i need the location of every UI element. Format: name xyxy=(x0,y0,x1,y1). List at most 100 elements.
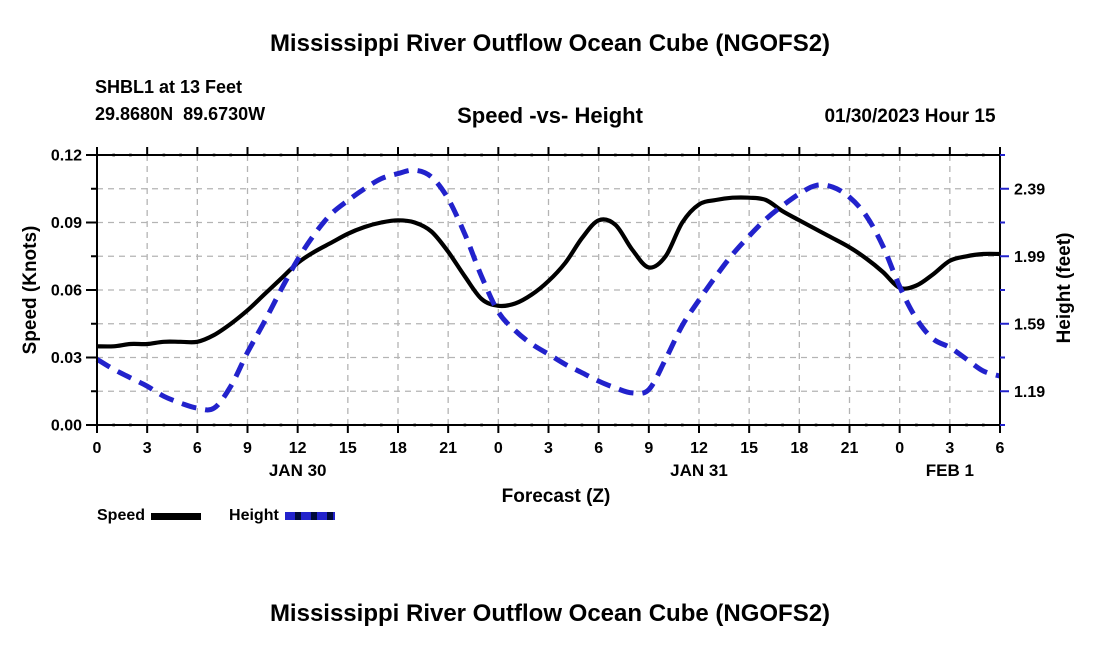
x-minor-tick-dot xyxy=(162,423,166,427)
x-minor-tick-dot xyxy=(831,153,835,157)
x-minor-tick-dot xyxy=(781,423,784,427)
right-axis-tick-label: 1.19 xyxy=(1014,384,1045,401)
x-axis-tick-label: 0 xyxy=(494,440,503,457)
station-name: SHBL1 at 13 Feet xyxy=(95,77,243,97)
x-axis-tick-label: 15 xyxy=(339,440,357,457)
x-minor-tick-dot xyxy=(279,423,283,427)
x-minor-tick-dot xyxy=(714,153,718,157)
x-minor-tick-dot xyxy=(530,153,534,157)
right-axis-tick-label: 2.39 xyxy=(1014,181,1045,198)
x-axis-tick-label: 15 xyxy=(740,440,758,457)
x-axis-title: Forecast (Z) xyxy=(502,486,611,507)
x-minor-tick-dot xyxy=(864,423,868,427)
right-axis-tick-label: 1.99 xyxy=(1014,249,1045,266)
x-minor-tick-dot xyxy=(881,153,885,157)
x-axis-tick-label: 18 xyxy=(389,440,407,457)
left-axis-tick-label: 0.06 xyxy=(51,283,82,300)
x-minor-tick-dot xyxy=(513,423,517,427)
x-minor-tick-dot xyxy=(129,423,132,427)
x-minor-tick-dot xyxy=(313,153,316,157)
x-minor-tick-dot xyxy=(279,153,283,157)
axes-and-ticks xyxy=(86,147,1009,433)
height-curve xyxy=(95,167,1001,413)
x-minor-tick-dot xyxy=(262,153,266,157)
x-minor-tick-dot xyxy=(363,423,366,427)
x-minor-tick-dot xyxy=(731,423,734,427)
station-coordinates: 29.8680N 89.6730W xyxy=(95,104,266,124)
x-minor-tick-dot xyxy=(563,153,567,157)
speed-curve xyxy=(96,195,1001,349)
x-minor-tick-dot xyxy=(981,423,985,427)
legend-label-speed: Speed xyxy=(97,507,146,524)
x-minor-tick-dot xyxy=(664,153,667,157)
x-minor-tick-dot xyxy=(563,423,567,427)
x-axis-tick-label: 9 xyxy=(243,440,252,457)
x-minor-tick-dot xyxy=(179,153,182,157)
x-minor-tick-dot xyxy=(881,423,885,427)
x-axis-tick-label: 21 xyxy=(841,440,859,457)
x-axis-tick-label: 6 xyxy=(996,440,1005,457)
x-minor-tick-dot xyxy=(915,423,918,427)
x-minor-tick-dot xyxy=(379,423,383,427)
forecast-datetime: 01/30/2023 Hour 15 xyxy=(824,106,996,127)
x-minor-tick-dot xyxy=(530,423,534,427)
left-axis-tick-label: 0.00 xyxy=(51,418,82,435)
x-minor-tick-dot xyxy=(363,153,366,157)
x-minor-tick-dot xyxy=(814,423,818,427)
day-label: JAN 30 xyxy=(269,461,327,480)
x-minor-tick-dot xyxy=(480,423,483,427)
day-label: JAN 31 xyxy=(670,461,728,480)
x-minor-tick-dot xyxy=(630,153,634,157)
x-minor-tick-dot xyxy=(329,153,333,157)
x-minor-tick-dot xyxy=(463,153,467,157)
left-axis-title: Speed (Knots) xyxy=(20,226,41,355)
x-minor-tick-dot xyxy=(480,153,483,157)
x-minor-tick-dot xyxy=(965,423,968,427)
right-axis-tick-label: 1.59 xyxy=(1014,316,1045,333)
x-axis-tick-label: 3 xyxy=(143,440,152,457)
x-minor-tick-dot xyxy=(112,153,116,157)
x-axis-tick-label: 21 xyxy=(439,440,457,457)
x-minor-tick-dot xyxy=(229,153,233,157)
right-axis-title: Height (feet) xyxy=(1054,233,1075,344)
x-axis-tick-label: 9 xyxy=(644,440,653,457)
x-axis-tick-label: 0 xyxy=(895,440,904,457)
day-label: FEB 1 xyxy=(926,461,974,480)
x-minor-tick-dot xyxy=(680,423,684,427)
x-minor-tick-dot xyxy=(614,153,617,157)
x-axis-tick-label: 3 xyxy=(945,440,954,457)
x-minor-tick-dot xyxy=(965,153,968,157)
x-minor-tick-dot xyxy=(413,153,417,157)
x-axis-tick-label: 3 xyxy=(544,440,553,457)
x-minor-tick-dot xyxy=(112,423,116,427)
x-minor-tick-dot xyxy=(664,423,667,427)
x-minor-tick-dot xyxy=(329,423,333,427)
legend-label-height: Height xyxy=(229,507,279,524)
x-minor-tick-dot xyxy=(129,153,132,157)
x-axis-tick-label: 18 xyxy=(790,440,808,457)
x-minor-tick-dot xyxy=(162,153,166,157)
x-minor-tick-dot xyxy=(463,423,467,427)
x-minor-tick-dot xyxy=(764,423,768,427)
second-chart-title: Mississippi River Outflow Ocean Cube (NG… xyxy=(269,600,831,627)
x-axis-tick-label: 6 xyxy=(193,440,202,457)
legend: Speed Height xyxy=(97,507,335,525)
x-minor-tick-dot xyxy=(630,423,634,427)
x-minor-tick-dot xyxy=(580,423,584,427)
x-minor-tick-dot xyxy=(179,423,182,427)
x-minor-tick-dot xyxy=(229,423,233,427)
x-minor-tick-dot xyxy=(430,153,433,157)
gridlines xyxy=(97,155,1000,425)
left-axis-tick-label: 0.09 xyxy=(51,215,82,232)
chart-subtitle: Speed -vs- Height xyxy=(457,103,643,128)
x-minor-tick-dot xyxy=(864,153,868,157)
legend-swatch-height-line xyxy=(284,512,335,520)
x-minor-tick-dot xyxy=(931,153,935,157)
x-minor-tick-dot xyxy=(413,423,417,427)
x-axis-tick-label: 0 xyxy=(93,440,102,457)
x-minor-tick-dot xyxy=(262,423,266,427)
x-minor-tick-dot xyxy=(814,153,818,157)
x-minor-tick-dot xyxy=(764,153,768,157)
